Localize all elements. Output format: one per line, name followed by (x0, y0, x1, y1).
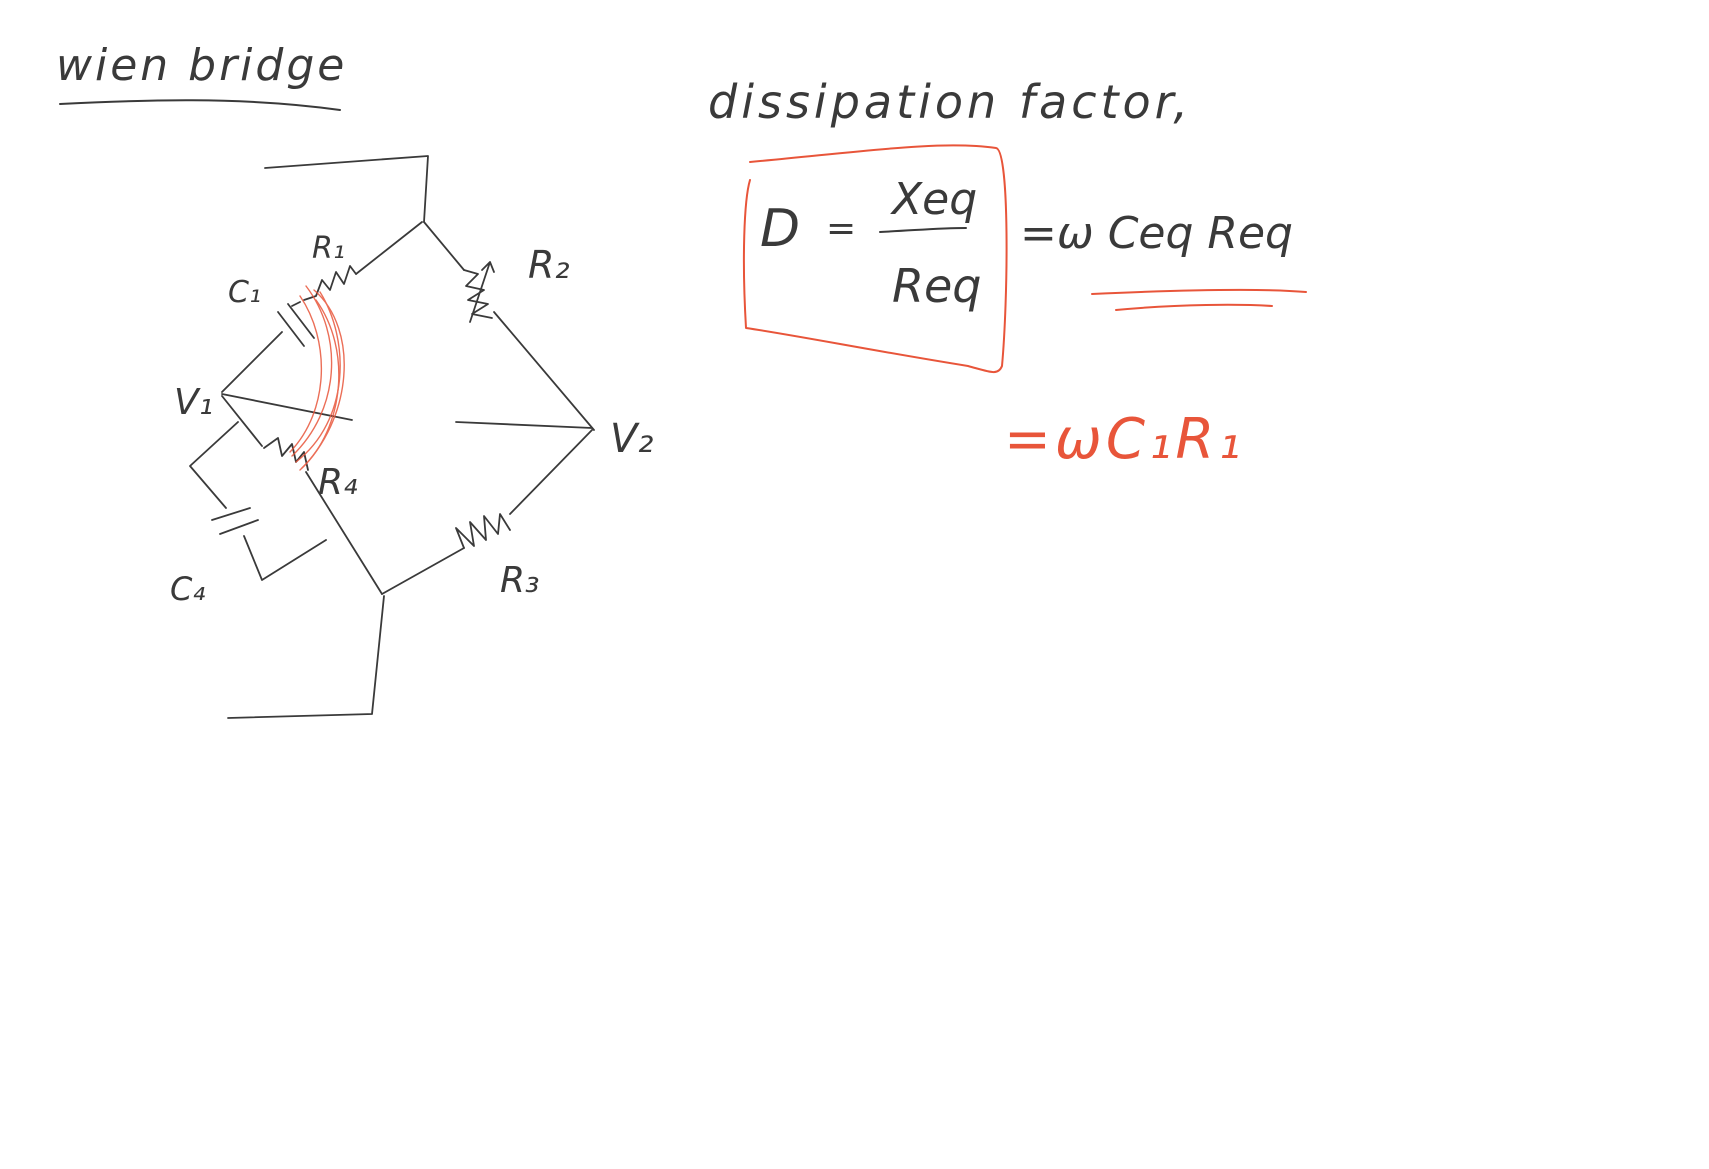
fraction-bar (879, 227, 967, 233)
d-symbol: D (760, 199, 800, 259)
r2-variable-arrow (469, 261, 495, 323)
wire-top-r2 (423, 221, 465, 271)
denominator-req: Req (892, 259, 981, 313)
highlight-arcs (289, 285, 345, 471)
heading-underline (59, 99, 341, 111)
wire-detector (455, 421, 593, 429)
resistor-r2 (463, 269, 493, 319)
wire-c1-left-node (221, 331, 283, 393)
result-expression: =ωC₁R₁ (1004, 407, 1245, 472)
heading-text: wien bridge (56, 40, 347, 91)
wire-c4-loop-bottom (243, 535, 327, 581)
bottom-lead-wire (227, 595, 385, 719)
resistor-r4 (263, 437, 309, 471)
label-v1: V₁ (174, 382, 213, 423)
d-equals: = (826, 208, 856, 249)
formula-box (742, 144, 1008, 373)
dissipation-title: dissipation factor, (708, 75, 1192, 129)
resistor-r3 (455, 513, 511, 549)
top-lead-wire (264, 155, 429, 223)
wire-r2-right-node (493, 311, 595, 431)
wire-c4-loop-left (189, 421, 239, 509)
numerator-xeq: Xeq (890, 174, 977, 225)
wire-r4-bottom (305, 471, 383, 595)
wire-r3-right-node (509, 429, 593, 515)
wire-bottom-r3 (381, 547, 465, 595)
rhs-underline-2 (1115, 303, 1273, 311)
bridge-circuit (189, 155, 595, 719)
label-r4: R₄ (318, 462, 358, 503)
label-c1: C₁ (228, 275, 261, 310)
label-r3: R₃ (500, 560, 539, 601)
label-r1: R₁ (312, 231, 345, 266)
rhs-expression: =ω Ceq Req (1020, 208, 1293, 259)
capacitor-c1 (277, 303, 315, 347)
wire-r1-c1 (291, 301, 301, 307)
label-r2: R₂ (528, 243, 570, 287)
capacitor-c4 (211, 507, 259, 535)
label-v2: V₂ (610, 416, 653, 462)
label-c4: C₄ (170, 570, 205, 608)
wire-top-r1 (355, 221, 423, 275)
rhs-underline-1 (1091, 288, 1307, 295)
wire-left-node-to-r4 (221, 395, 263, 447)
